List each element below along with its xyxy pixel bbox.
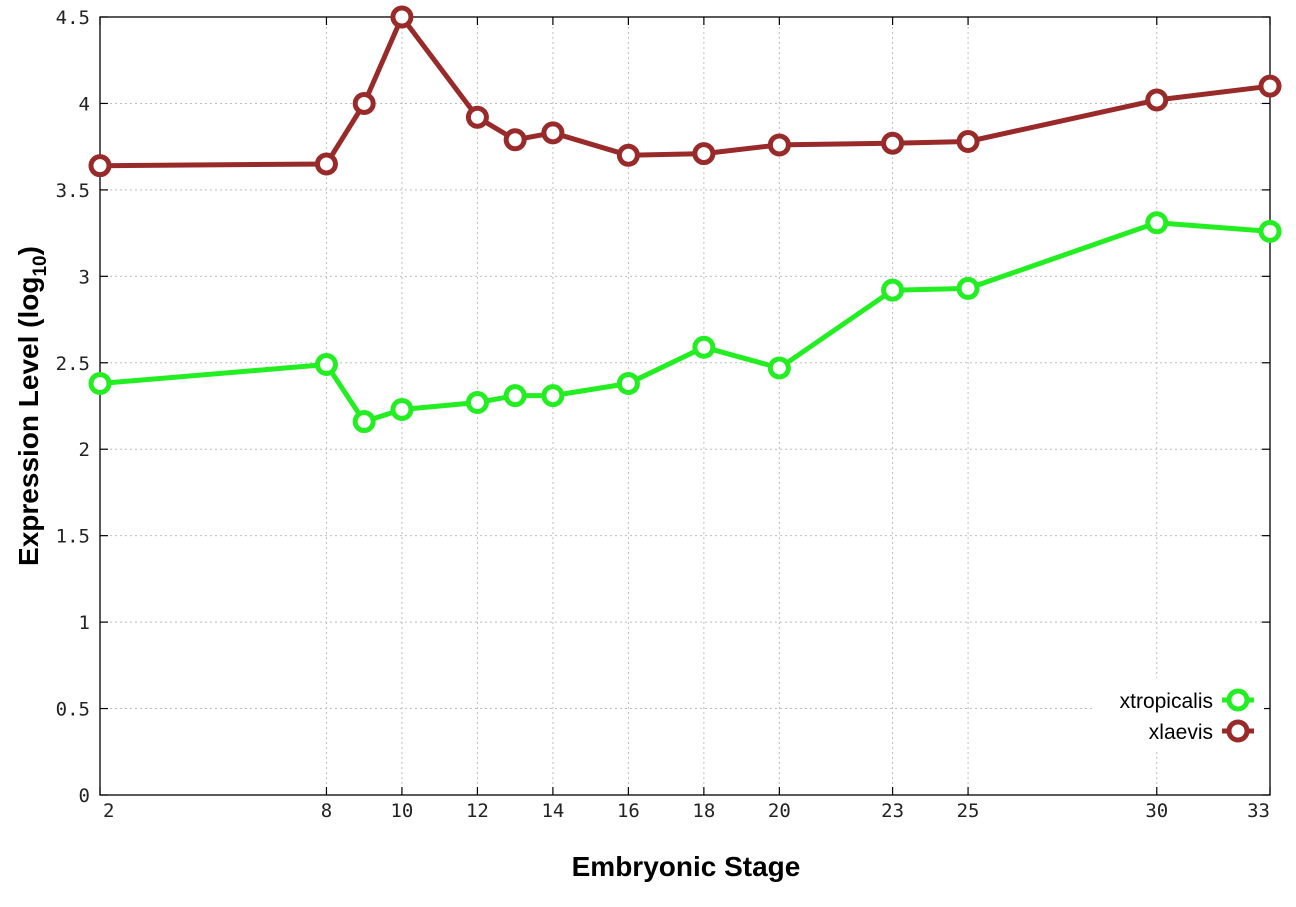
y-axis-title-subscript: 10 [30, 255, 51, 276]
y-tick-label: 3.5 [56, 180, 90, 202]
data-point-xtropicalis [465, 391, 489, 415]
x-tick-label: 18 [692, 800, 715, 822]
data-point-xlaevis [616, 143, 640, 167]
data-point-xtropicalis [956, 276, 980, 300]
series-line-xtropicalis [99, 220, 1271, 425]
x-tick-label: 25 [957, 800, 980, 822]
grid-lines [100, 17, 1270, 795]
y-axis-title-close: ) [13, 246, 44, 255]
x-tick-label: 23 [881, 800, 904, 822]
data-point-xlaevis [390, 5, 414, 29]
x-axis-title: Embryonic Stage [572, 851, 801, 882]
data-point-xlaevis [1145, 88, 1169, 112]
legend-label-xlaevis: xlaevis [1149, 721, 1213, 744]
x-tick-label: 8 [321, 800, 332, 822]
x-tick-label: 14 [541, 800, 564, 822]
y-axis: 0 0.5 1 1.5 2 2.5 3 3.5 4 4.5 [56, 7, 1270, 807]
y-tick-label: 0.5 [56, 699, 90, 721]
legend: xtropicalis xlaevis [1092, 678, 1264, 750]
series-xtropicalis [88, 211, 1282, 434]
y-tick-label: 1.5 [56, 526, 90, 548]
series-xlaevis [88, 5, 1282, 178]
data-point-xtropicalis [541, 384, 565, 408]
data-point-xlaevis [956, 129, 980, 153]
data-point-xtropicalis [314, 353, 338, 377]
y-tick-label: 4 [79, 93, 90, 115]
y-tick-label: 3 [79, 266, 90, 288]
series-line-xlaevis [99, 14, 1271, 169]
y-axis-title: Expression Level (log10) [13, 246, 51, 566]
plot-frame [99, 16, 1271, 796]
legend-marker-xtropicalis [1226, 688, 1250, 712]
data-point-xtropicalis [88, 372, 112, 396]
data-point-xtropicalis [692, 335, 716, 359]
x-tick-label: 2 [103, 800, 114, 822]
data-point-xtropicalis [1258, 219, 1282, 243]
x-tick-label: 10 [390, 800, 413, 822]
data-point-xtropicalis [503, 384, 527, 408]
data-point-xtropicalis [616, 372, 640, 396]
data-point-xlaevis [88, 154, 112, 178]
x-axis: 2 8 10 12 14 16 18 20 23 25 30 33 [99, 17, 1271, 822]
x-tick-label: 30 [1145, 800, 1168, 822]
data-point-xlaevis [503, 128, 527, 152]
data-point-xlaevis [465, 105, 489, 129]
data-point-xlaevis [692, 142, 716, 166]
y-tick-label: 4.5 [56, 7, 90, 29]
series-layer [88, 5, 1282, 434]
x-tick-label: 12 [466, 800, 489, 822]
data-point-xlaevis [767, 133, 791, 157]
data-point-xlaevis [541, 121, 565, 145]
y-tick-label: 2.5 [56, 353, 90, 375]
y-tick-label: 0 [79, 785, 90, 807]
data-point-xlaevis [352, 91, 376, 115]
y-tick-label: 1 [79, 612, 90, 634]
data-point-xlaevis [314, 152, 338, 176]
data-point-xlaevis [881, 131, 905, 155]
x-tick-label: 33 [1247, 800, 1270, 822]
data-point-xtropicalis [352, 410, 376, 434]
x-tick-label: 20 [768, 800, 791, 822]
data-point-xtropicalis [390, 397, 414, 421]
data-point-xtropicalis [1145, 211, 1169, 235]
data-point-xlaevis [1258, 74, 1282, 98]
legend-label-xtropicalis: xtropicalis [1120, 690, 1213, 713]
x-tick-label: 16 [617, 800, 640, 822]
legend-marker-xlaevis [1226, 719, 1250, 743]
y-tick-label: 2 [79, 439, 90, 461]
data-point-xtropicalis [881, 278, 905, 302]
y-axis-title-main: Expression Level (log [13, 277, 44, 566]
data-point-xtropicalis [767, 356, 791, 380]
